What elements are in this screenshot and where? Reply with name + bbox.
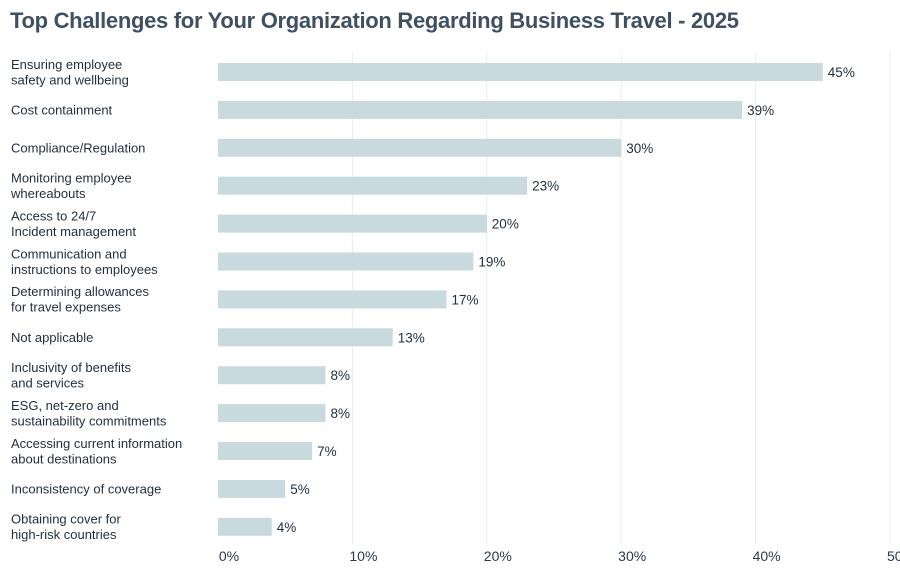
value-label: 8% bbox=[331, 406, 351, 421]
value-label: 7% bbox=[317, 444, 337, 459]
category-label: Not applicable bbox=[11, 330, 93, 345]
bar bbox=[218, 517, 272, 536]
bar bbox=[218, 63, 823, 81]
category-label-line: Accessing current information bbox=[11, 436, 182, 451]
category-label: Cost containment bbox=[11, 102, 113, 117]
x-tick-label: 30% bbox=[618, 548, 646, 564]
category-label: Determining allowances for travel expense… bbox=[11, 284, 150, 315]
bar bbox=[218, 138, 622, 157]
value-label: 20% bbox=[492, 217, 519, 232]
category-label-line: Inconsistency of coverage bbox=[11, 481, 161, 496]
category-label-line: Cost containment bbox=[11, 102, 113, 117]
category-label-line: for travel expenses bbox=[11, 300, 121, 315]
bars bbox=[218, 63, 823, 536]
bar bbox=[218, 479, 286, 498]
x-tick-label: 40% bbox=[753, 548, 781, 564]
category-label-line: high-risk countries bbox=[11, 527, 117, 542]
x-tick-label: 0% bbox=[219, 548, 239, 564]
category-label-line: Not applicable bbox=[11, 330, 93, 345]
value-label: 19% bbox=[478, 255, 505, 270]
category-label-line: and services bbox=[11, 375, 84, 390]
category-label-line: Compliance/Regulation bbox=[11, 140, 145, 155]
value-label: 30% bbox=[626, 141, 653, 156]
category-label-line: Communication and bbox=[11, 246, 127, 261]
value-label: 23% bbox=[532, 179, 559, 194]
category-label: Communication and instructions to employe… bbox=[11, 246, 158, 277]
bar bbox=[218, 442, 313, 460]
category-label-line: Obtaining cover for bbox=[11, 512, 122, 527]
x-tick-label: 20% bbox=[484, 548, 512, 564]
value-label: 17% bbox=[451, 292, 478, 307]
category-label-line: about destinations bbox=[11, 451, 117, 466]
bar bbox=[218, 252, 474, 271]
category-label-line: Incident management bbox=[11, 224, 136, 239]
category-label: ESG, net-zero and sustainability commitme… bbox=[11, 398, 167, 429]
bar bbox=[218, 366, 326, 385]
x-axis-ticks: 0% 10% 20% 30% 40% 50% bbox=[219, 548, 900, 564]
bar bbox=[218, 328, 393, 347]
category-label-line: whereabouts bbox=[10, 186, 86, 201]
category-label-line: safety and wellbeing bbox=[11, 72, 129, 87]
bar bbox=[218, 404, 326, 423]
category-labels: Ensuring employee safety and wellbeing Cos… bbox=[10, 57, 182, 542]
bar bbox=[218, 214, 487, 233]
bar bbox=[218, 176, 528, 195]
category-label: Monitoring employee whereabouts bbox=[10, 170, 132, 201]
value-labels: 45% 39% 30% 23% 20% 19% 17% 13% 8% 8% 7% 5% 4% bbox=[277, 65, 855, 535]
category-label: Access to 24/7 Incident management bbox=[11, 208, 136, 239]
category-label: Accessing current information about desti… bbox=[11, 436, 182, 467]
category-label: Compliance/Regulation bbox=[11, 140, 145, 155]
value-label: 39% bbox=[747, 103, 774, 118]
category-label: Ensuring employee safety and wellbeing bbox=[11, 57, 129, 88]
value-label: 45% bbox=[828, 65, 855, 80]
category-label-line: Inclusivity of benefits bbox=[11, 360, 131, 375]
value-label: 13% bbox=[398, 330, 425, 345]
category-label: Obtaining cover for high-risk countries bbox=[11, 512, 122, 543]
category-label-line: Monitoring employee bbox=[11, 170, 132, 185]
bar bbox=[218, 290, 447, 309]
category-label: Inclusivity of benefits and services bbox=[11, 360, 131, 391]
category-label-line: Access to 24/7 bbox=[11, 208, 96, 223]
category-label-line: ESG, net-zero and bbox=[11, 398, 119, 413]
value-label: 8% bbox=[331, 368, 351, 383]
chart-title: Top Challenges for Your Organization Reg… bbox=[10, 8, 739, 33]
bar bbox=[218, 100, 743, 119]
value-label: 4% bbox=[277, 520, 297, 535]
category-label-line: instructions to employees bbox=[11, 262, 158, 277]
category-label-line: Ensuring employee bbox=[11, 57, 122, 72]
category-label: Inconsistency of coverage bbox=[11, 481, 161, 496]
category-label-line: sustainability commitments bbox=[11, 413, 167, 428]
x-tick-label: 10% bbox=[349, 548, 377, 564]
value-label: 5% bbox=[290, 482, 310, 497]
category-label-line: Determining allowances bbox=[11, 284, 150, 299]
grid-lines bbox=[351, 52, 891, 544]
x-tick-label: 50% bbox=[887, 548, 900, 564]
